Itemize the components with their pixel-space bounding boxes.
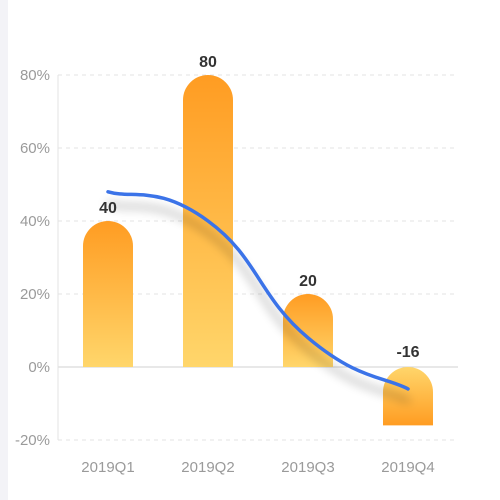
data-label-2019Q2: 80 (199, 54, 217, 71)
side-panel-strip (0, 0, 8, 500)
x-category-label: 2019Q4 (381, 459, 434, 476)
line-series-path (106, 190, 410, 391)
data-label-2019Q3: 20 (299, 273, 317, 290)
bar-2019Q1 (83, 221, 133, 367)
x-category-label: 2019Q3 (281, 459, 334, 476)
data-label-2019Q1: 40 (99, 200, 117, 217)
y-tick-label: 20% (20, 286, 50, 303)
y-axis-ticks: 80% 60% 40% 20% 0% -20% (15, 67, 50, 449)
y-tick-label: 60% (20, 140, 50, 157)
y-tick-label: -20% (15, 432, 50, 449)
x-category-label: 2019Q2 (181, 459, 234, 476)
x-category-label: 2019Q1 (81, 459, 134, 476)
bar-2019Q3 (283, 294, 333, 367)
data-labels: 40 80 20 -16 (99, 54, 420, 361)
bars (83, 75, 433, 426)
line-series (106, 190, 410, 391)
data-label-2019Q4: -16 (396, 344, 419, 361)
y-tick-label: 0% (28, 359, 50, 376)
bar-2019Q4 (383, 367, 433, 426)
y-tick-label: 80% (20, 67, 50, 84)
y-tick-label: 40% (20, 213, 50, 230)
x-axis-categories: 2019Q1 2019Q2 2019Q3 2019Q4 (81, 459, 434, 476)
